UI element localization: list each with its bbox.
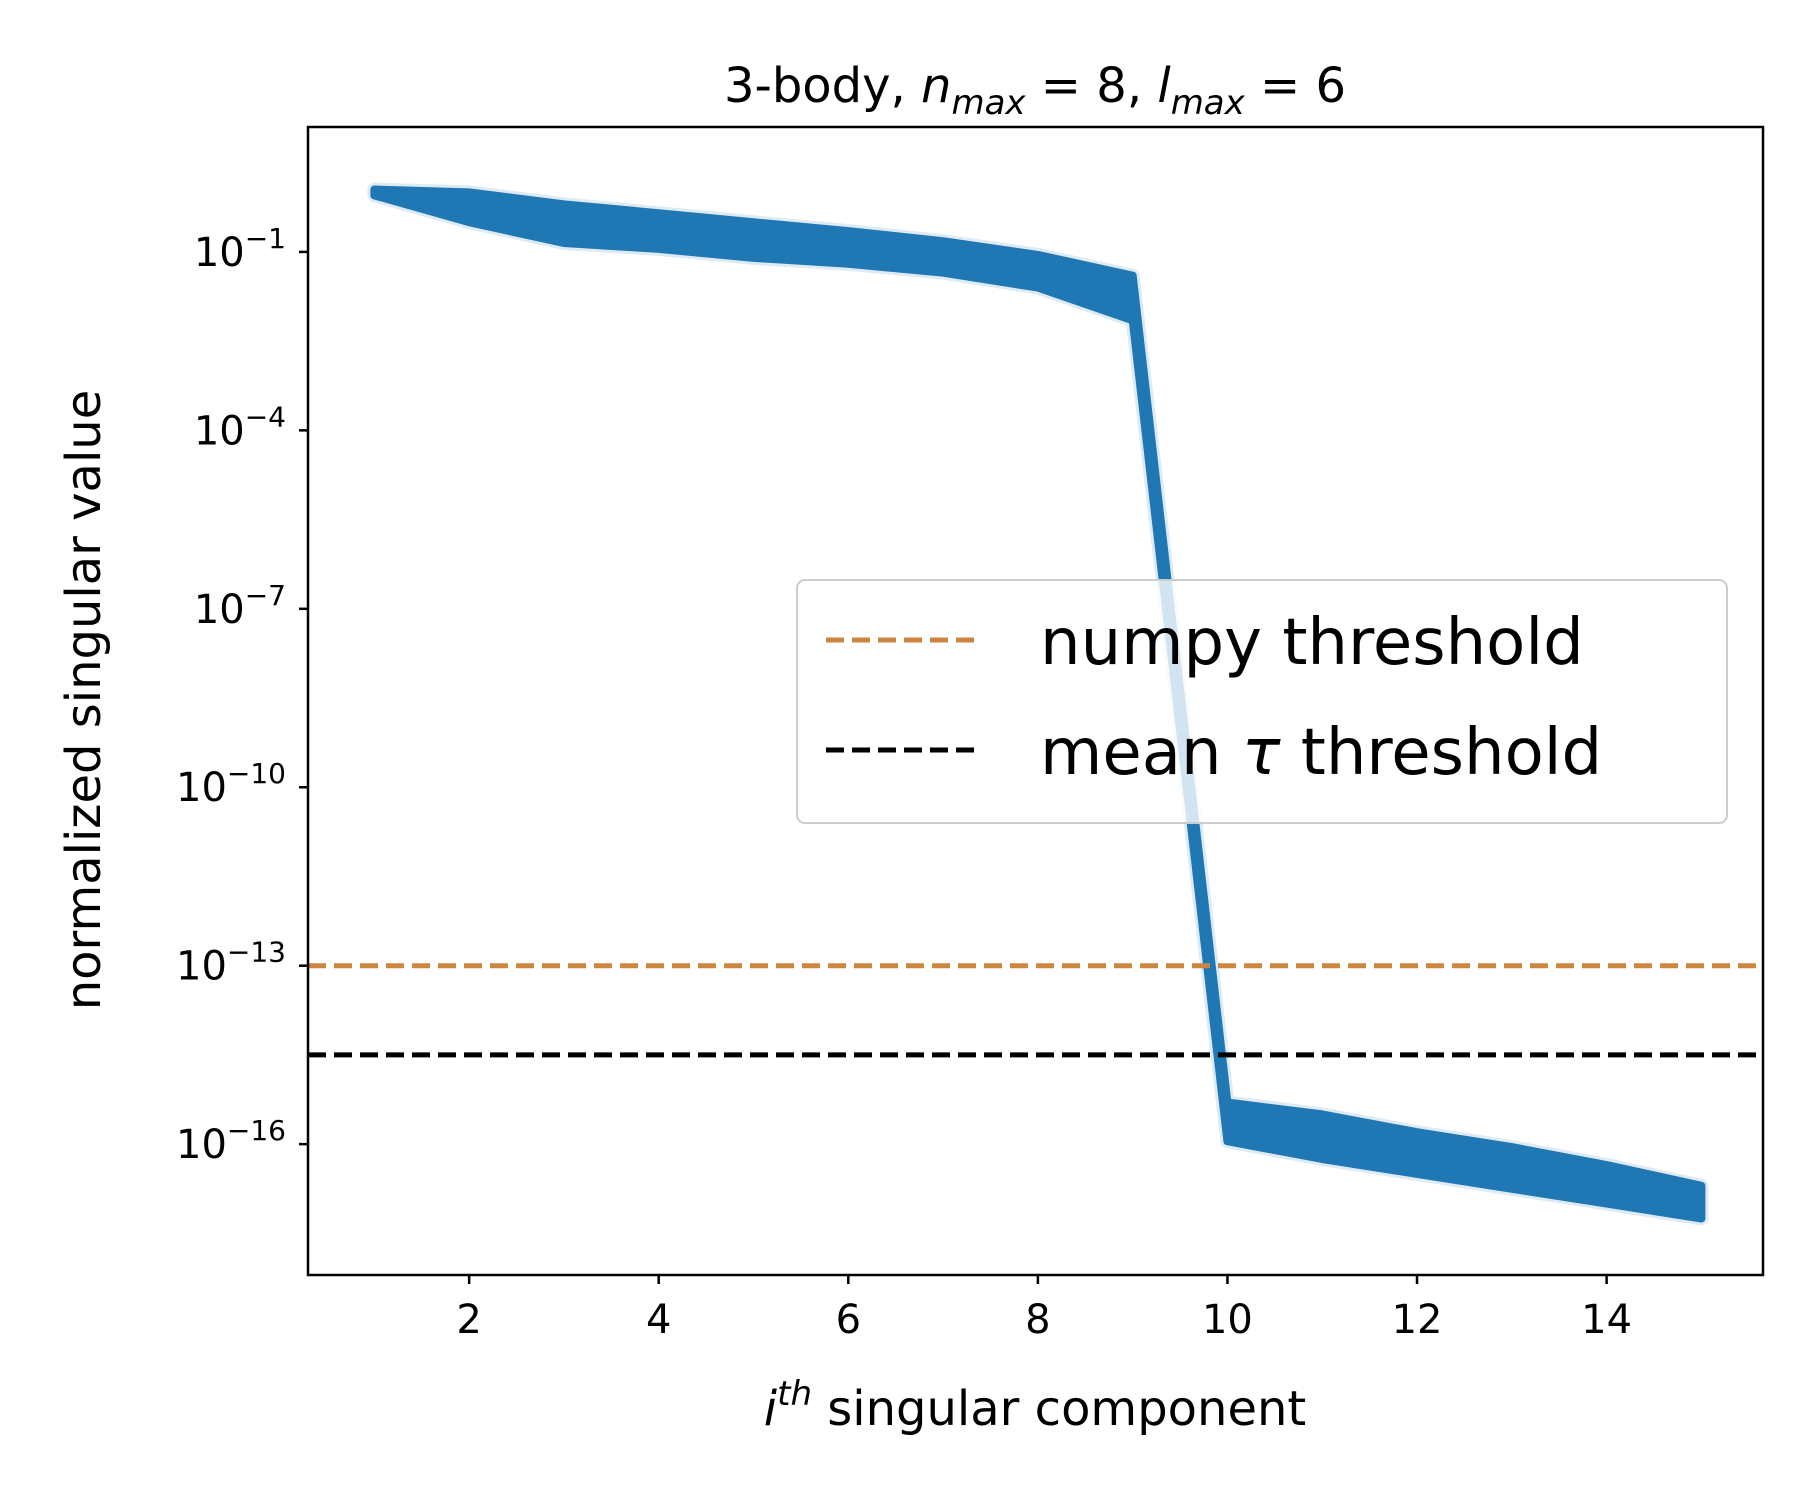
legend-box — [796, 579, 1728, 824]
axes-frame — [306, 125, 1765, 1277]
legend-label-numpy-threshold: numpy threshold — [1040, 606, 1584, 680]
x-tick-label: 2 — [456, 1297, 481, 1343]
series-band — [370, 185, 1706, 1223]
legend: numpy threshold mean τ threshold — [796, 579, 1728, 824]
x-axis-label: ith singular component — [764, 1374, 1306, 1437]
y-tick-label: 10−10 — [176, 757, 286, 811]
y-axis-ticks: 10−1 10−4 10−7 10−10 10−13 10−16 — [176, 222, 308, 1168]
chart-title: 3-body, nmax = 8, lmax = 6 — [724, 58, 1346, 123]
y-tick-label: 10−4 — [194, 400, 286, 454]
y-tick-label: 10−16 — [176, 1114, 286, 1168]
plot-area — [308, 182, 1763, 1226]
x-tick-label: 6 — [836, 1297, 861, 1343]
x-tick-label: 12 — [1392, 1297, 1443, 1343]
y-tick-label: 10−1 — [194, 222, 286, 276]
x-tick-label: 14 — [1581, 1297, 1632, 1343]
y-axis-label: normalized singular value — [56, 390, 112, 1010]
x-tick-label: 8 — [1025, 1297, 1050, 1343]
x-tick-label: 4 — [646, 1297, 671, 1343]
y-tick-label: 10−13 — [176, 936, 286, 990]
x-tick-label: 10 — [1202, 1297, 1253, 1343]
y-tick-label: 10−7 — [194, 579, 286, 633]
legend-label-mean-tau-threshold: mean τ threshold — [1040, 716, 1602, 790]
x-axis-ticks: 2 4 6 8 10 12 14 — [456, 1275, 1632, 1343]
